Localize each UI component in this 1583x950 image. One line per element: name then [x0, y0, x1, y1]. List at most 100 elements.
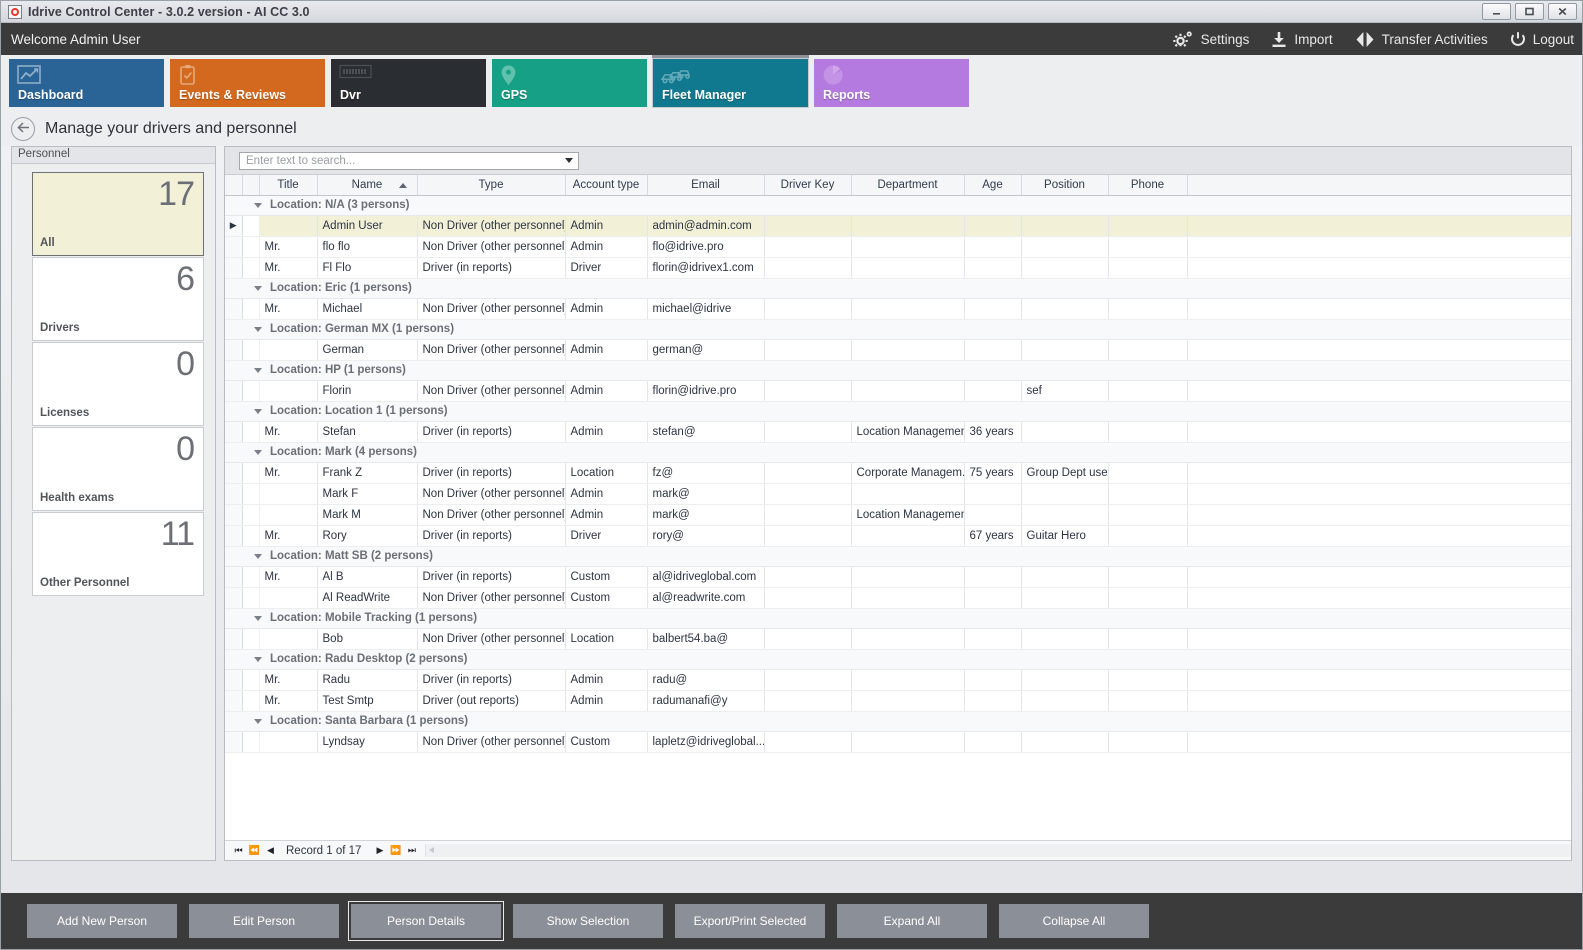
nav-tile-reports[interactable]: Reports [814, 59, 969, 107]
sidebar-card-all[interactable]: 17 All [32, 172, 204, 256]
button-edit-person[interactable]: Edit Person [189, 904, 339, 938]
transfer-activities-button[interactable]: Transfer Activities [1355, 31, 1488, 48]
pager-next-button[interactable]: ▶ [376, 845, 383, 855]
search-input[interactable] [244, 152, 544, 169]
nav-tile-events-reviews[interactable]: Events & Reviews [170, 59, 325, 107]
table-row[interactable]: Mr. Test Smtp Driver (out reports) Admin rad… [225, 690, 1571, 712]
pager-prev-page-button[interactable]: ⏪ [248, 845, 260, 855]
cell-filler [1187, 628, 1571, 650]
row-indicator-cell [225, 566, 243, 588]
sidebar-card-health-exams[interactable]: 0 Health exams [32, 427, 204, 511]
group-collapse-triangle-icon[interactable] [254, 615, 262, 621]
cell-phone [1108, 483, 1188, 505]
table-row[interactable]: Mr. Fl Flo Driver (in reports) Driver florin… [225, 257, 1571, 279]
cell-email: mark@ [647, 504, 765, 526]
group-collapse-triangle-icon[interactable] [254, 718, 262, 724]
group-collapse-triangle-icon[interactable] [254, 449, 262, 455]
button-show-selection[interactable]: Show Selection [513, 904, 663, 938]
group-header-row[interactable]: Location: Matt SB (2 persons) [225, 546, 1571, 567]
pager-prev-button[interactable]: ◀ [267, 845, 274, 855]
table-row[interactable]: Mr. Al B Driver (in reports) Custom al@idriv… [225, 566, 1571, 588]
group-collapse-triangle-icon[interactable] [254, 656, 262, 662]
button-export-print-selected[interactable]: Export/Print Selected [675, 904, 825, 938]
chevron-down-icon[interactable] [565, 157, 573, 163]
table-row[interactable]: German Non Driver (other personnel) Admin g… [225, 339, 1571, 361]
horizontal-scrollbar[interactable] [425, 844, 1571, 857]
nav-tile-dashboard[interactable]: Dashboard [9, 59, 164, 107]
group-header-row[interactable]: Location: Eric (1 persons) [225, 278, 1571, 299]
group-collapse-triangle-icon[interactable] [254, 326, 262, 332]
sidebar-card-count: 6 [176, 260, 195, 298]
table-row[interactable]: Mr. flo flo Non Driver (other personnel) Ad… [225, 236, 1571, 258]
group-header-row[interactable]: Location: Mobile Tracking (1 persons) [225, 608, 1571, 629]
group-header-row[interactable]: Location: N/A (3 persons) [225, 195, 1571, 216]
table-row[interactable]: Florin Non Driver (other personnel) Admin f… [225, 380, 1571, 402]
table-row[interactable]: Mr. Michael Non Driver (other personnel) Ad… [225, 298, 1571, 320]
column-header-age[interactable]: Age [964, 175, 1022, 196]
arrow-left-icon [16, 121, 31, 137]
group-header-row[interactable]: Location: Santa Barbara (1 persons) [225, 711, 1571, 732]
nav-tile-gps[interactable]: GPS [492, 59, 647, 107]
column-header-filler [1187, 175, 1571, 196]
sidebar-card-licenses[interactable]: 0 Licenses [32, 342, 204, 426]
button-person-details[interactable]: Person Details [348, 901, 504, 941]
cell-accountType: Custom [565, 566, 648, 588]
group-header-row[interactable]: Location: HP (1 persons) [225, 360, 1571, 381]
nav-tile-dvr[interactable]: Dvr [331, 59, 486, 107]
row-indicator-cell [225, 360, 242, 381]
table-row[interactable]: Mr. Frank Z Driver (in reports) Location fz@… [225, 462, 1571, 484]
table-row[interactable]: ▶ Admin User Non Driver (other personnel) A… [225, 215, 1571, 237]
group-collapse-triangle-icon[interactable] [254, 202, 262, 208]
table-row[interactable]: Bob Non Driver (other personnel) Location b… [225, 628, 1571, 650]
import-button[interactable]: Import [1271, 31, 1333, 48]
cell-position [1021, 628, 1109, 650]
back-button[interactable] [11, 117, 35, 141]
button-add-new-person[interactable]: Add New Person [27, 904, 177, 938]
sidebar-card-drivers[interactable]: 6 Drivers [32, 257, 204, 341]
grid-scroll-region[interactable]: Title Name Type Account type Email Driver Key… [225, 175, 1571, 840]
table-row[interactable]: Mr. Stefan Driver (in reports) Admin stefan@… [225, 421, 1571, 443]
maximize-button[interactable] [1515, 3, 1544, 20]
group-header-row[interactable]: Location: German MX (1 persons) [225, 319, 1571, 340]
logout-button[interactable]: Logout [1510, 31, 1574, 48]
table-row[interactable]: Mr. Radu Driver (in reports) Admin radu@ [225, 669, 1571, 691]
pager-last-button[interactable]: ⏭ [407, 845, 416, 855]
button-collapse-all[interactable]: Collapse All [999, 904, 1149, 938]
minimize-button[interactable] [1482, 3, 1511, 20]
column-header-phone[interactable]: Phone [1108, 175, 1188, 196]
pager-next-page-button[interactable]: ⏩ [390, 845, 401, 855]
settings-button[interactable]: Settings [1172, 30, 1249, 48]
close-button[interactable] [1548, 3, 1577, 20]
cell-position [1021, 483, 1109, 505]
search-combobox[interactable] [239, 151, 579, 170]
cell-accountType: Admin [565, 236, 648, 258]
sidebar-card-label: Health exams [40, 492, 115, 504]
nav-label-dashboard: Dashboard [18, 88, 84, 102]
column-header-driverKey[interactable]: Driver Key [764, 175, 852, 196]
cell-age: 75 years [964, 462, 1022, 484]
column-header-email[interactable]: Email [647, 175, 765, 196]
column-header-department[interactable]: Department [851, 175, 965, 196]
group-header-row[interactable]: Location: Mark (4 persons) [225, 442, 1571, 463]
table-row[interactable]: Mark F Non Driver (other personnel) Admin m… [225, 483, 1571, 505]
column-header-name[interactable]: Name [317, 175, 418, 196]
group-collapse-triangle-icon[interactable] [254, 408, 262, 414]
column-header-position[interactable]: Position [1021, 175, 1109, 196]
button-expand-all[interactable]: Expand All [837, 904, 987, 938]
pager-first-button[interactable]: ⏮ [234, 845, 242, 855]
group-header-row[interactable]: Location: Location 1 (1 persons) [225, 401, 1571, 422]
sidebar-card-other-personnel[interactable]: 11 Other Personnel [32, 512, 204, 596]
group-collapse-triangle-icon[interactable] [254, 367, 262, 373]
table-row[interactable]: Mark M Non Driver (other personnel) Admin m… [225, 504, 1571, 526]
column-header-title[interactable]: Title [259, 175, 318, 196]
table-row[interactable]: Mr. Rory Driver (in reports) Driver rory@ 67 … [225, 525, 1571, 547]
table-row[interactable]: Lyndsay Non Driver (other personnel) Custo… [225, 731, 1571, 753]
dvr-icon [339, 64, 373, 83]
column-header-type[interactable]: Type [417, 175, 566, 196]
table-row[interactable]: Al ReadWrite Non Driver (other personnel)… [225, 587, 1571, 609]
column-header-accountType[interactable]: Account type [565, 175, 648, 196]
group-header-row[interactable]: Location: Radu Desktop (2 persons) [225, 649, 1571, 670]
group-collapse-triangle-icon[interactable] [254, 285, 262, 291]
group-collapse-triangle-icon[interactable] [254, 553, 262, 559]
nav-tile-fleet-manager[interactable]: Fleet Manager [652, 55, 809, 108]
